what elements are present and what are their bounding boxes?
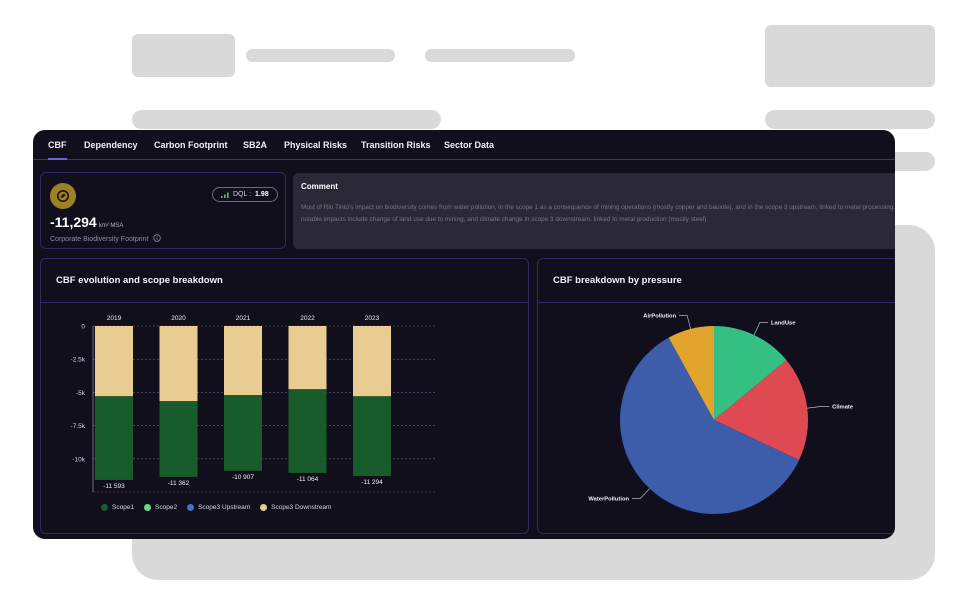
x-tick-label: 2021 xyxy=(236,315,251,322)
legend-label-scope2: Scope2 xyxy=(155,504,178,511)
x-tick-label: 2020 xyxy=(171,315,186,322)
pie-label: AirPollution xyxy=(643,313,676,319)
bar-scope1 xyxy=(288,389,327,473)
placeholder-nav-1 xyxy=(246,49,395,62)
bar-scope3-downstream xyxy=(224,326,262,396)
tab-physical-risks[interactable]: Physical Risks xyxy=(284,140,348,150)
legend-label-scope1: Scope1 xyxy=(112,504,135,511)
x-tick-label: 2023 xyxy=(365,315,380,322)
cbf-caption: Corporate Biodiversity Footprint xyxy=(50,234,162,243)
pie-label: Climate xyxy=(832,404,854,410)
legend-swatch-scope3-upstream xyxy=(187,504,195,511)
evolution-title: CBF evolution and scope breakdown xyxy=(56,275,223,286)
tab-bar: CBF Dependency Carbon Footprint SB2A Phy… xyxy=(33,130,895,160)
total-label: -11 294 xyxy=(361,479,383,486)
cbf-value: -11,294 km² MSA xyxy=(50,214,123,230)
pressure-divider xyxy=(538,302,895,303)
cbf-evolution-chart: 0 -2.5k -5k -7.5k -10k 2019 -11 593 2020 -11 362… xyxy=(71,315,437,493)
tab-cbf[interactable]: CBF xyxy=(48,140,67,160)
comment-text: Most of Rio Tinto's impact on biodiversi… xyxy=(301,204,895,223)
dql-label: DQL : xyxy=(233,191,252,198)
placeholder-logo xyxy=(132,34,235,77)
comment-title: Comment xyxy=(301,182,338,191)
bar-scope3-downstream xyxy=(159,326,198,402)
placeholder-nav-2 xyxy=(425,49,575,62)
y-tick-label: -5k xyxy=(76,390,86,397)
legend-swatch-scope1 xyxy=(101,504,108,511)
bar-scope1 xyxy=(95,396,133,480)
placeholder-heading xyxy=(132,110,441,129)
dql-badge: DQL : 1.98 xyxy=(212,187,278,202)
cbf-caption-text: Corporate Biodiversity Footprint xyxy=(50,236,149,243)
pie-label: LandUse xyxy=(771,320,796,326)
legend-item-scope2[interactable]: Scope2 xyxy=(144,504,177,511)
bar-scope3-downstream xyxy=(288,326,327,390)
x-tick-label: 2019 xyxy=(107,315,122,322)
tab-sb2a[interactable]: SB2A xyxy=(243,140,268,150)
cbf-unit: km² MSA xyxy=(98,223,124,229)
info-icon[interactable] xyxy=(153,234,162,242)
pie-label: WaterPollution xyxy=(588,497,629,503)
cbf-dashboard-panel: CBF Dependency Carbon Footprint SB2A Phy… xyxy=(33,130,895,539)
pie-leader-line xyxy=(753,321,768,336)
tab-transition-risks[interactable]: Transition Risks xyxy=(361,140,431,150)
metric-card: DQL : 1.98 -11,294 km² MSA Corporate Biod… xyxy=(40,172,286,249)
placeholder-line-1 xyxy=(765,110,935,129)
placeholder-button xyxy=(765,25,935,87)
legend-item-scope3-downstream[interactable]: Scope3 Downstream xyxy=(260,504,331,511)
total-label: -11 593 xyxy=(103,483,125,490)
tab-carbon-footprint[interactable]: Carbon Footprint xyxy=(154,140,228,150)
comment-box: Comment Most of Rio Tinto's impact on bi… xyxy=(293,173,895,249)
bar-scope3-downstream xyxy=(353,326,391,397)
bar-scope1 xyxy=(353,396,391,476)
y-tick-label: -7.5k xyxy=(71,423,86,430)
y-tick-label: 0 xyxy=(81,324,85,331)
total-label: -10 907 xyxy=(232,474,254,481)
bar-scope1 xyxy=(224,395,262,471)
legend-label-scope3-downstream: Scope3 Downstream xyxy=(271,504,332,511)
dql-value: 1.98 xyxy=(255,191,269,198)
legend-swatch-scope2 xyxy=(144,504,152,511)
bar-scope1 xyxy=(159,401,198,477)
x-tick-label: 2022 xyxy=(300,315,315,322)
tab-sector-data[interactable]: Sector Data xyxy=(444,140,495,150)
pie-leader-line xyxy=(632,488,650,500)
pie-slice-climate xyxy=(714,360,808,461)
legend-item-scope1[interactable]: Scope1 xyxy=(101,504,134,511)
bar-scope3-downstream xyxy=(95,326,133,397)
pie-slice-landuse xyxy=(714,326,787,420)
cbf-number: -11,294 xyxy=(50,214,97,230)
pie-leader-line xyxy=(807,406,830,409)
legend-item-scope3-upstream[interactable]: Scope3 Upstream xyxy=(187,504,250,511)
total-label: -11 362 xyxy=(168,480,190,487)
biodiversity-icon xyxy=(50,183,76,209)
legend-swatch-scope3-downstream xyxy=(260,504,268,511)
tab-dependency[interactable]: Dependency xyxy=(84,140,138,150)
total-label: -11 064 xyxy=(297,476,319,483)
signal-icon xyxy=(221,192,229,198)
pressure-title: CBF breakdown by pressure xyxy=(553,275,682,286)
pie-leader-line xyxy=(679,315,691,330)
evolution-divider xyxy=(41,302,528,303)
pie-slice-waterpollution xyxy=(620,337,800,514)
y-tick-label: -2.5k xyxy=(71,357,86,364)
chart-legend: Scope1 Scope2 Scope3 Upstream Scope3 Dow… xyxy=(101,504,331,511)
y-tick-label: -10k xyxy=(72,456,85,463)
pie-slice-airpollution xyxy=(668,326,714,420)
cbf-pressure-pie-chart: LandUse Climate WaterPollution AirPollution xyxy=(588,313,854,514)
legend-label-scope3-upstream: Scope3 Upstream xyxy=(198,504,251,511)
